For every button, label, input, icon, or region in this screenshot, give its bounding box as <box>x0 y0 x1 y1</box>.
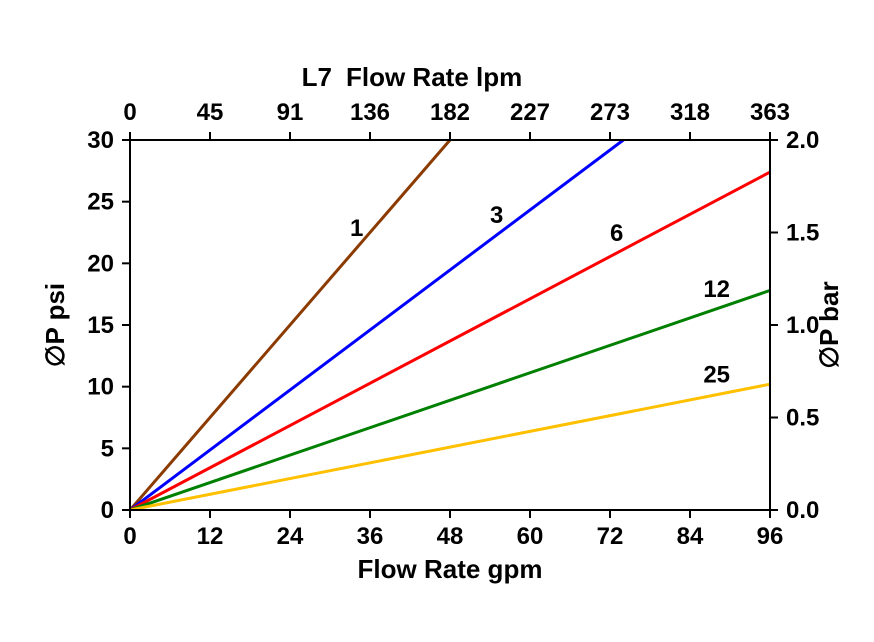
y-right-tick-label: 2.0 <box>786 127 819 154</box>
y-left-tick-label: 25 <box>87 189 114 216</box>
y-left-tick-label: 5 <box>101 435 114 462</box>
pressure-flow-chart: 01224364860728496Flow Rate gpm0459113618… <box>0 0 874 642</box>
y-left-tick-label: 0 <box>101 497 114 524</box>
x-bottom-tick-label: 60 <box>517 523 544 550</box>
y-left-tick-label: 30 <box>87 127 114 154</box>
x-bottom-tick-label: 48 <box>437 523 464 550</box>
x-bottom-tick-label: 0 <box>123 523 136 550</box>
y-right-tick-label: 1.5 <box>786 220 819 247</box>
x-bottom-tick-label: 36 <box>357 523 384 550</box>
x-top-tick-label: 0 <box>123 99 136 126</box>
y-left-tick-label: 15 <box>87 312 114 339</box>
y-left-tick-label: 10 <box>87 374 114 401</box>
chart-title-prefix: L7 <box>302 62 332 92</box>
x-bottom-tick-label: 96 <box>757 523 784 550</box>
y-left-axis-label: ∅P psi <box>40 283 70 367</box>
series-label-25: 25 <box>703 362 730 389</box>
x-bottom-tick-label: 24 <box>277 523 304 550</box>
x-top-axis-label: Flow Rate lpm <box>346 62 522 92</box>
x-top-tick-label: 273 <box>590 99 630 126</box>
x-top-tick-label: 227 <box>510 99 550 126</box>
y-right-tick-label: 0.5 <box>786 405 819 432</box>
series-label-3: 3 <box>490 202 503 229</box>
x-top-tick-label: 182 <box>430 99 470 126</box>
series-label-12: 12 <box>703 276 730 303</box>
y-right-axis-label: ∅P bar <box>814 281 844 368</box>
x-bottom-axis-label: Flow Rate gpm <box>358 554 543 584</box>
x-top-tick-label: 363 <box>750 99 790 126</box>
x-top-tick-label: 136 <box>350 99 390 126</box>
y-right-tick-label: 0.0 <box>786 497 819 524</box>
chart-svg: 01224364860728496Flow Rate gpm0459113618… <box>0 0 874 642</box>
x-bottom-tick-label: 84 <box>677 523 704 550</box>
x-bottom-tick-label: 12 <box>197 523 224 550</box>
x-top-tick-label: 91 <box>277 99 304 126</box>
x-bottom-tick-label: 72 <box>597 523 624 550</box>
y-left-tick-label: 20 <box>87 250 114 277</box>
series-label-6: 6 <box>610 220 623 247</box>
x-top-tick-label: 318 <box>670 99 710 126</box>
x-top-tick-label: 45 <box>197 99 224 126</box>
series-label-1: 1 <box>350 215 363 242</box>
